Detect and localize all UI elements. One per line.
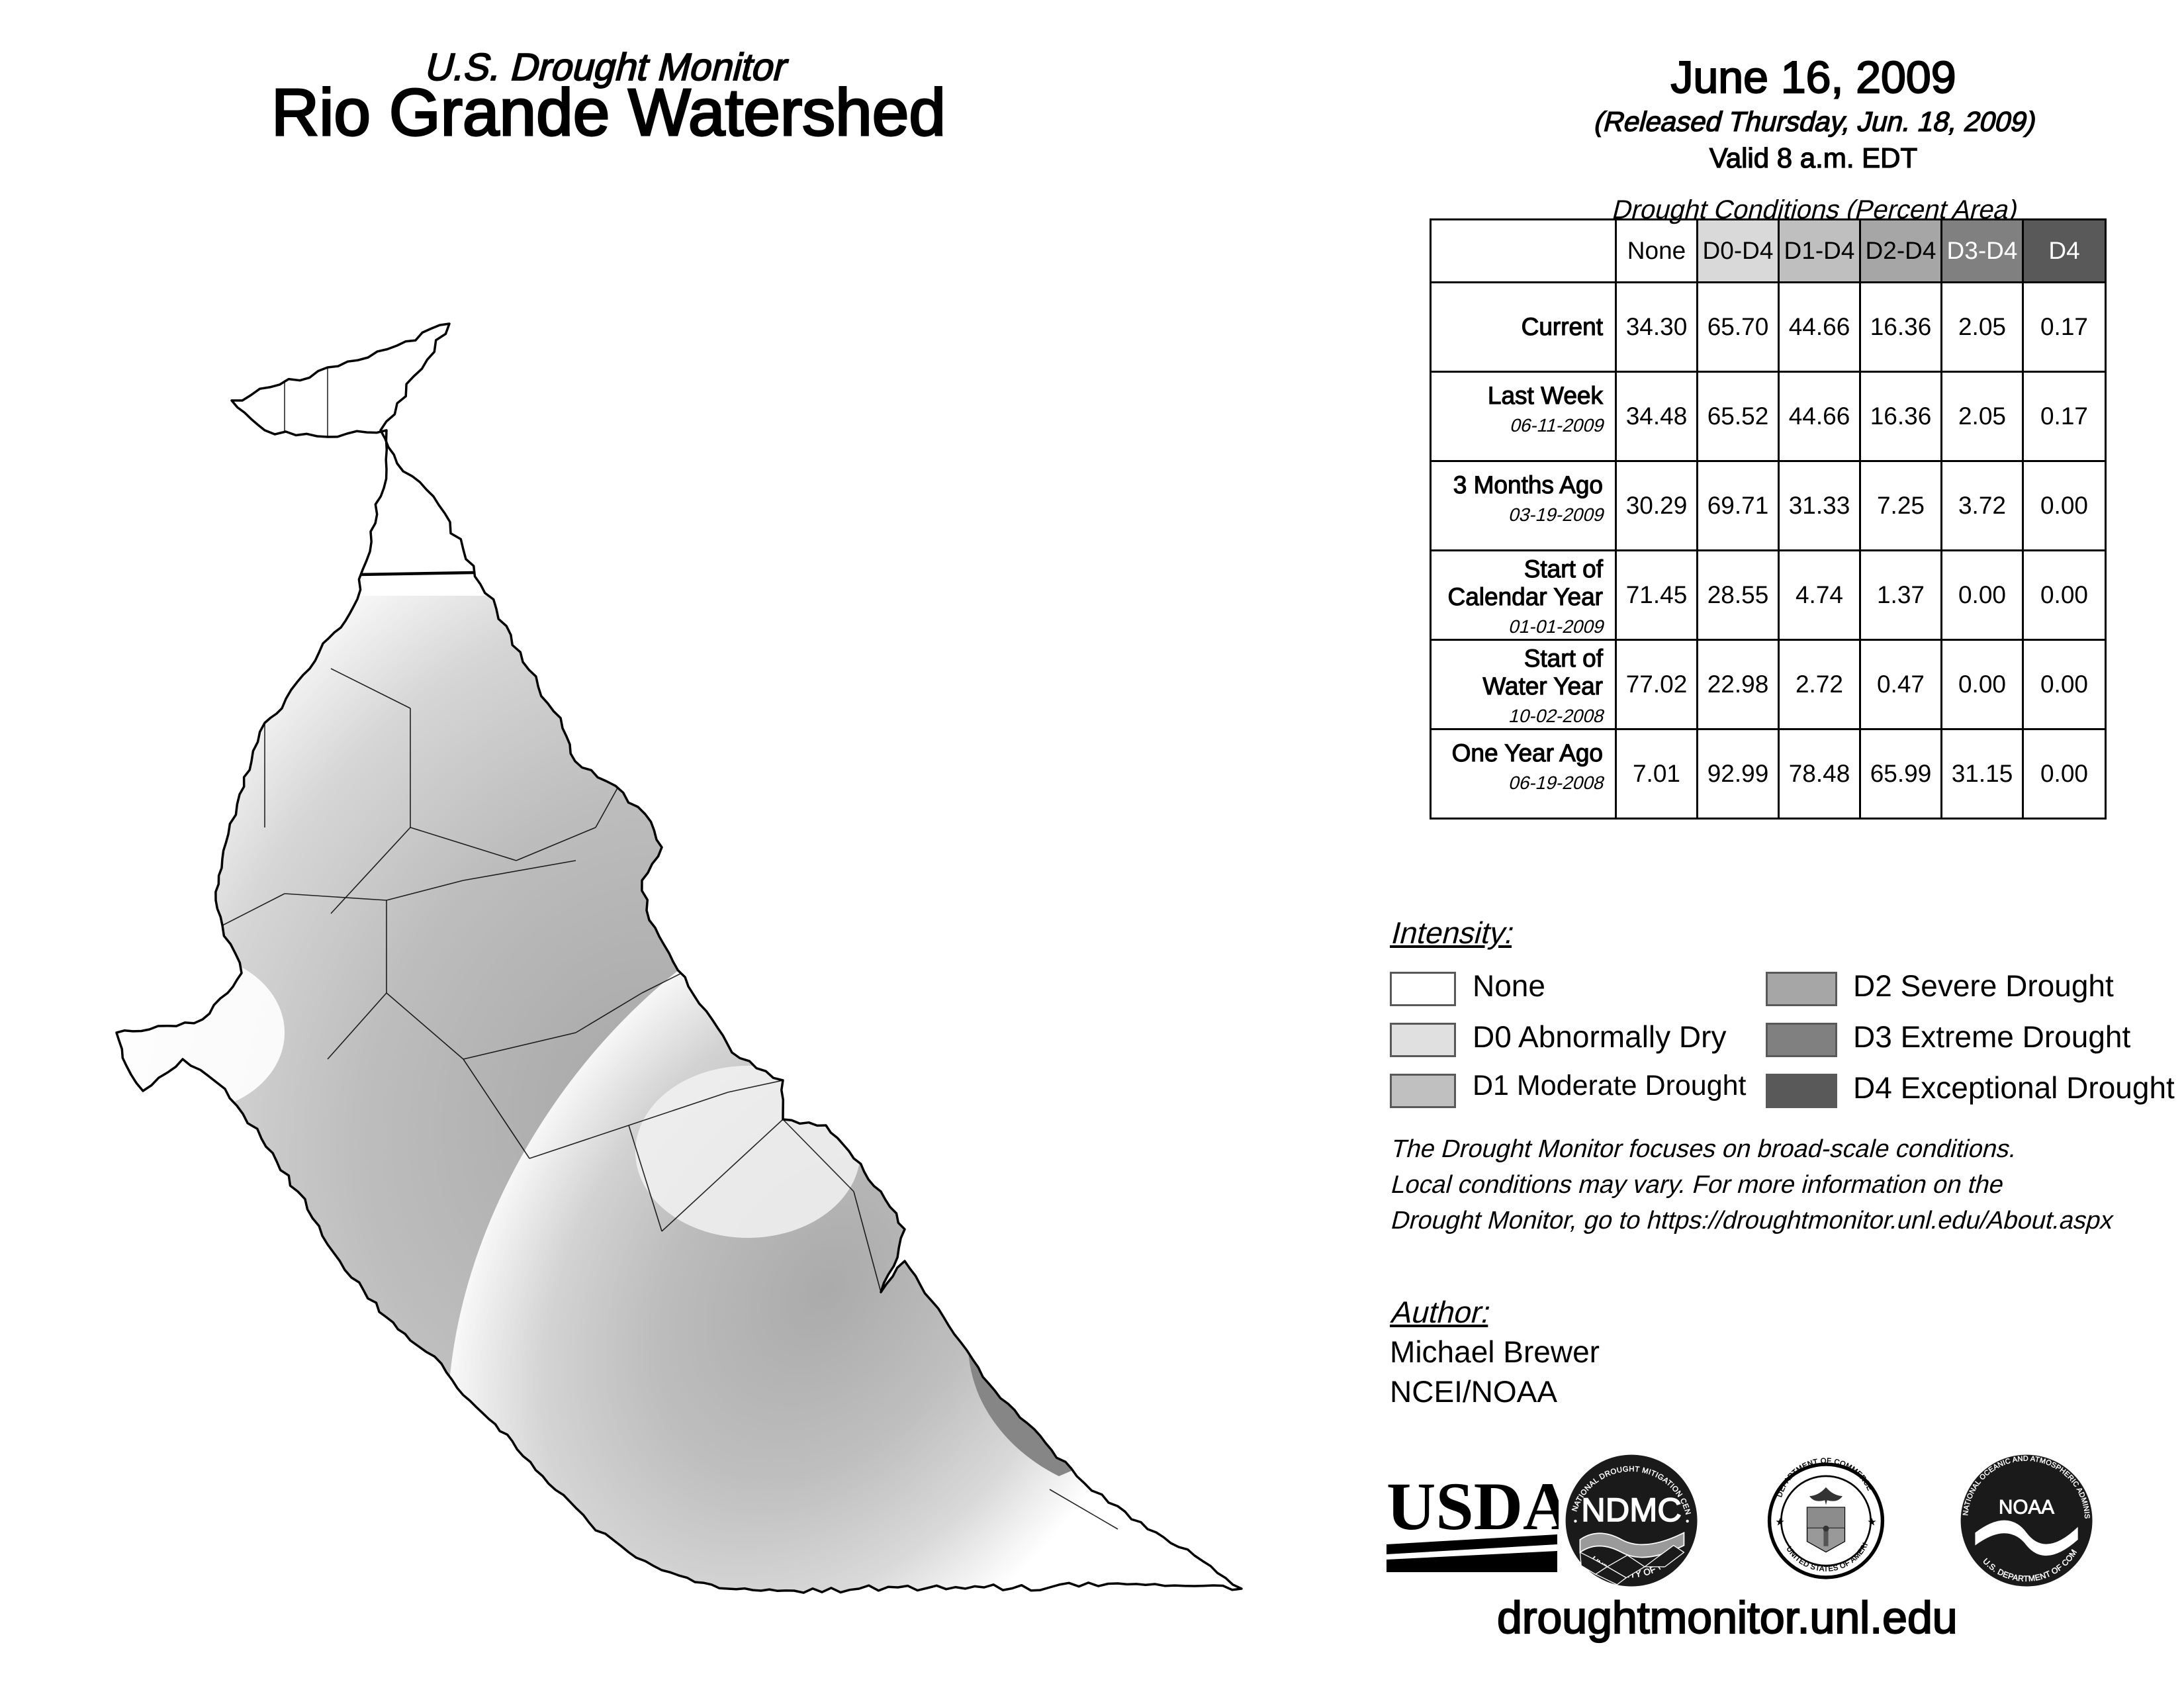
svg-text:NOAA: NOAA [1999,1497,2055,1519]
svg-text:★: ★ [1775,1517,1784,1528]
svg-text:NDMC: NDMC [1581,1491,1682,1528]
svg-text:USDA: USDA [1387,1469,1559,1544]
svg-text:★: ★ [1867,1517,1876,1528]
